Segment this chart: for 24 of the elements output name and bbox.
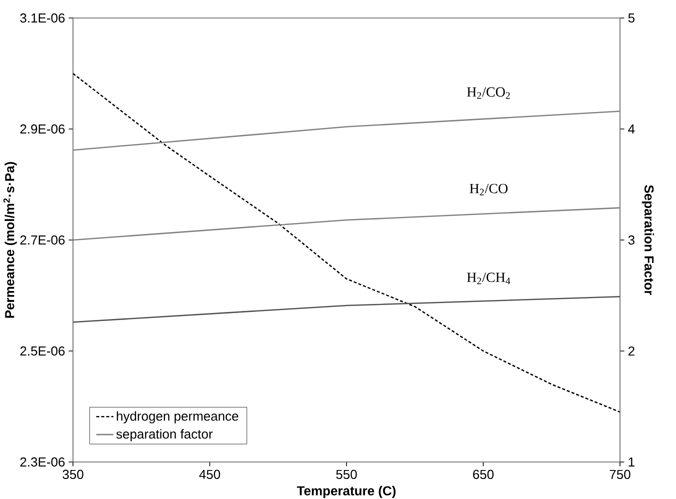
annotation: H$_{2}$/CO	[470, 184, 508, 196]
y-tick-label: 2.9E-06	[20, 124, 65, 134]
y2-tick-label: 1	[628, 458, 634, 466]
annotation: H$_{2}$/CH$_{4}$	[467, 272, 510, 284]
x-tick-label: 750	[610, 470, 630, 480]
y2-tick-label: 3	[628, 235, 634, 245]
x-tick-label: 650	[473, 470, 494, 480]
line-series	[73, 72, 620, 413]
y2-tick-label: 4	[628, 124, 635, 134]
y-tick-label: 2.3E-06	[20, 457, 65, 467]
y-tick-label: 2.7E-06	[20, 235, 65, 245]
y-axis-title: Permeance (mol/m$^{2}$·s·Pa)	[3, 162, 17, 318]
y-tick-label: 3.1E-06	[20, 13, 65, 23]
x-axis-title: Temperature (C)	[296, 486, 396, 498]
annotation: H$_{2}$/CO$_{2}$	[467, 87, 510, 99]
legend-label: hydrogen permeance	[116, 411, 238, 424]
legend-label: separation factor	[116, 429, 213, 442]
y2-tick-label: 2	[628, 346, 634, 356]
y-tick-label: 2.5E-06	[20, 346, 65, 356]
x-tick-label: 350	[62, 470, 84, 480]
y2-axis-title: Separation Factor	[642, 185, 654, 296]
x-tick-label: 450	[199, 470, 220, 480]
y2-tick-label: 5	[628, 13, 634, 23]
x-tick-label: 550	[336, 470, 357, 480]
